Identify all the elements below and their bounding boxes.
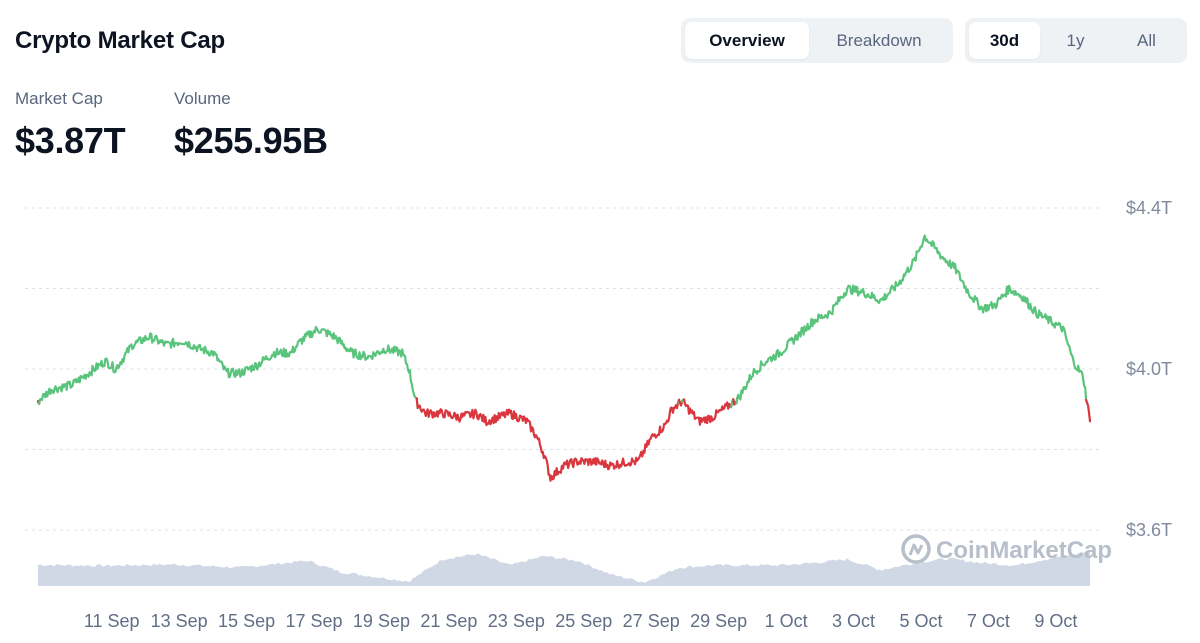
x-tick-label: 15 Sep (218, 611, 275, 631)
grid-lines (25, 207, 1100, 531)
x-tick-label: 17 Sep (285, 611, 342, 631)
x-tick-label: 21 Sep (420, 611, 477, 631)
watermark-text: CoinMarketCap (936, 537, 1112, 564)
y-tick-label: $3.6T (1126, 520, 1172, 540)
page-title: Crypto Market Cap (15, 27, 225, 54)
x-tick-label: 9 Oct (1034, 611, 1077, 631)
y-tick-label: $4.0T (1126, 359, 1172, 379)
market-cap-value: $3.87T (15, 120, 126, 161)
x-tick-label: 7 Oct (967, 611, 1010, 631)
market-cap-chart[interactable]: CoinMarketCap $4.4T $4.0T $3.6T 11 Sep 13 S… (0, 190, 1200, 643)
coinmarketcap-logo-icon (901, 534, 931, 564)
x-tick-label: 29 Sep (690, 611, 747, 631)
view-switcher: Overview Breakdown (681, 18, 953, 63)
range-30d[interactable]: 30d (969, 22, 1040, 59)
x-tick-label: 13 Sep (151, 611, 208, 631)
watermark: CoinMarketCap (901, 534, 1112, 564)
range-switcher: 30d 1y All (965, 18, 1187, 63)
x-tick-label: 1 Oct (765, 611, 808, 631)
x-tick-label: 19 Sep (353, 611, 410, 631)
volume-fill (38, 551, 1090, 586)
y-tick-label: $4.4T (1126, 198, 1172, 218)
y-axis: $4.4T $4.0T $3.6T (1126, 198, 1172, 540)
x-tick-label: 23 Sep (488, 611, 545, 631)
volume-value: $255.95B (174, 120, 328, 161)
x-tick-label: 27 Sep (623, 611, 680, 631)
price-line-up (735, 234, 1089, 405)
range-all[interactable]: All (1137, 30, 1156, 50)
price-line-down (415, 397, 681, 482)
market-cap-stat: Market Cap $3.87T (15, 89, 126, 162)
price-line-down (1085, 398, 1092, 423)
volume-label: Volume (174, 89, 231, 108)
x-tick-label: 5 Oct (899, 611, 942, 631)
x-tick-label: 11 Sep (84, 611, 140, 631)
price-line (36, 234, 1092, 482)
price-line-down (682, 398, 734, 426)
x-tick-label: 3 Oct (832, 611, 875, 631)
market-cap-label: Market Cap (15, 89, 103, 108)
tab-overview[interactable]: Overview (685, 22, 809, 59)
volume-stat: Volume $255.95B (174, 89, 328, 162)
volume-area (38, 551, 1090, 586)
price-line-up (37, 325, 419, 410)
range-1y[interactable]: 1y (1066, 30, 1085, 50)
x-tick-label: 25 Sep (555, 611, 612, 631)
x-axis: 11 Sep 13 Sep 15 Sep 17 Sep 19 Sep 21 Sep 23 S… (84, 611, 1077, 631)
tab-breakdown[interactable]: Breakdown (836, 30, 922, 50)
